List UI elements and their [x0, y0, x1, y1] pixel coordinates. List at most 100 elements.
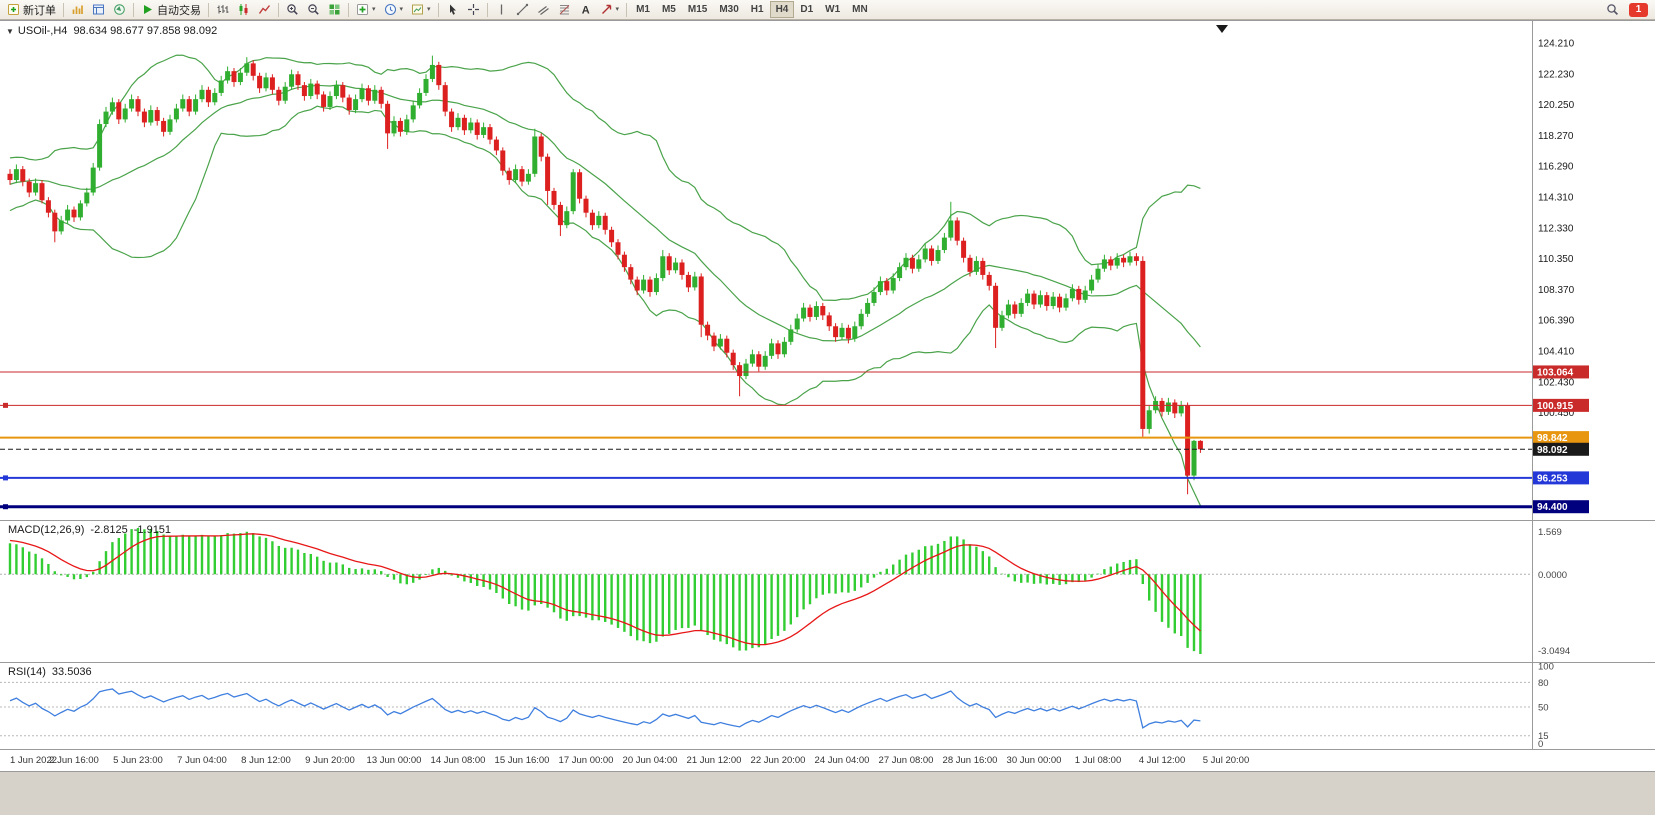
level-drag-handle[interactable] [3, 475, 8, 481]
level-drag-handle[interactable] [3, 402, 8, 408]
periods-clock-icon [384, 3, 396, 16]
fibonacci-button[interactable] [554, 1, 575, 19]
timeframe-button-m1[interactable]: M1 [630, 1, 656, 18]
price-level-tag[interactable] [1533, 500, 1589, 514]
navigator-icon [114, 4, 125, 15]
svg-text:100: 100 [1538, 662, 1554, 673]
toolbar: 新订单 自动交易 ▾ ▾ ▾ A ▾ M1 M5 [0, 0, 1655, 20]
svg-text:8 Jun 12:00: 8 Jun 12:00 [241, 755, 291, 766]
arrows-tool-button[interactable]: ▾ [596, 1, 624, 19]
svg-text:27 Jun 08:00: 27 Jun 08:00 [879, 755, 934, 766]
svg-text:30 Jun 00:00: 30 Jun 00:00 [1007, 755, 1062, 766]
svg-text:20 Jun 04:00: 20 Jun 04:00 [623, 755, 678, 766]
line-chart-button[interactable] [254, 1, 275, 19]
templates-button[interactable]: ▾ [407, 1, 435, 19]
svg-text:100.450: 100.450 [1538, 408, 1575, 419]
timeframe-button-m15[interactable]: M15 [682, 1, 713, 18]
chart-shift-marker-icon[interactable] [1216, 25, 1228, 33]
toolbar-separator [626, 2, 628, 17]
timeframe-button-h4[interactable]: H4 [769, 1, 795, 18]
chevron-down-icon: ▾ [615, 6, 620, 13]
price-level-tag[interactable] [1533, 471, 1589, 485]
price-level-tag[interactable] [1533, 442, 1589, 456]
price-level-tag-text: 100.915 [1537, 401, 1574, 412]
level-drag-handle[interactable] [3, 504, 8, 510]
chart-collapse-icon[interactable]: ▼ [6, 27, 14, 36]
svg-text:122.230: 122.230 [1538, 69, 1575, 80]
timeframe-button-w1[interactable]: W1 [819, 1, 846, 18]
svg-text:15 Jun 16:00: 15 Jun 16:00 [495, 755, 550, 766]
new-order-button[interactable]: 新订单 [3, 1, 60, 19]
vertical-line-button[interactable] [491, 1, 512, 19]
arrow-tool-icon [601, 4, 611, 14]
crosshair-button[interactable] [463, 1, 484, 19]
cursor-button[interactable] [442, 1, 463, 19]
zoom-out-button[interactable] [303, 1, 324, 19]
tile-windows-button[interactable] [324, 1, 345, 19]
text-tool-button[interactable]: A [575, 1, 596, 19]
svg-text:124.210: 124.210 [1538, 39, 1575, 50]
price-level-tag[interactable] [1533, 365, 1589, 379]
timeframe-button-h1[interactable]: H1 [745, 1, 770, 18]
text-tool-icon: A [581, 5, 589, 17]
svg-text:80: 80 [1538, 678, 1549, 689]
macd-name: MACD(12,26,9) [8, 524, 85, 536]
cursor-icon [449, 4, 456, 15]
channel-button[interactable] [533, 1, 554, 19]
svg-text:4 Jul 12:00: 4 Jul 12:00 [1139, 755, 1185, 766]
svg-text:5 Jun 23:00: 5 Jun 23:00 [113, 755, 163, 766]
svg-text:17 Jun 00:00: 17 Jun 00:00 [559, 755, 614, 766]
search-icon [1607, 4, 1619, 16]
svg-text:24 Jun 04:00: 24 Jun 04:00 [815, 755, 870, 766]
timeframe-button-mn[interactable]: MN [846, 1, 874, 18]
indicators-icon [357, 4, 368, 15]
price-axis[interactable]: 124.210 122.230 120.250 118.270 116.290 114.3… [1538, 39, 1575, 420]
notification-badge[interactable]: 1 [1629, 2, 1648, 17]
data-window-button[interactable] [88, 1, 109, 19]
indicators-button[interactable]: ▾ [352, 1, 380, 19]
zoom-in-button[interactable] [282, 1, 303, 19]
autotrading-button[interactable]: 自动交易 [137, 1, 205, 19]
navigator-button[interactable] [109, 1, 130, 19]
toolbar-right-group: 1 [1602, 1, 1652, 19]
svg-text:1 Jul 08:00: 1 Jul 08:00 [1075, 755, 1121, 766]
svg-text:1 Jun 2022: 1 Jun 2022 [10, 755, 57, 766]
svg-text:28 Jun 16:00: 28 Jun 16:00 [943, 755, 998, 766]
svg-text:110.350: 110.350 [1538, 254, 1574, 265]
templates-icon [412, 4, 424, 15]
toolbar-separator [486, 2, 488, 17]
svg-text:120.250: 120.250 [1538, 100, 1575, 111]
macd-signal-value: -1.9151 [133, 524, 172, 536]
price-level-tag-text: 103.064 [1537, 367, 1574, 378]
timeframe-button-m5[interactable]: M5 [656, 1, 682, 18]
toolbar-separator [437, 2, 439, 17]
search-button[interactable] [1602, 1, 1623, 19]
candlestick-chart-button[interactable] [233, 1, 254, 19]
timeframe-button-d1[interactable]: D1 [794, 1, 819, 18]
toolbar-separator [348, 2, 349, 17]
svg-text:112.330: 112.330 [1538, 223, 1574, 234]
periods-button[interactable]: ▾ [380, 1, 408, 19]
rsi-axis[interactable]: 100 80 50 150 [1538, 662, 1554, 751]
price-level-tag[interactable] [1533, 431, 1589, 445]
macd-label: MACD(12,26,9) -2.8125 -1.9151 [8, 524, 171, 536]
price-level-tag-text: 94.400 [1537, 502, 1568, 513]
trendline-button[interactable] [512, 1, 533, 19]
zoom-out-icon [308, 4, 319, 15]
fibonacci-icon [559, 5, 569, 15]
svg-text:5 Jul 20:00: 5 Jul 20:00 [1203, 755, 1249, 766]
svg-text:0: 0 [1538, 739, 1543, 750]
timeframe-button-m30[interactable]: M30 [713, 1, 744, 18]
svg-text:116.290: 116.290 [1538, 162, 1574, 173]
svg-text:102.430: 102.430 [1538, 377, 1575, 388]
bar-chart-button[interactable] [212, 1, 233, 19]
svg-text:9 Jun 20:00: 9 Jun 20:00 [305, 755, 355, 766]
svg-text:-3.0494: -3.0494 [1538, 646, 1570, 657]
price-level-tag[interactable] [1533, 398, 1589, 412]
market-watch-button[interactable] [67, 1, 88, 19]
candles-layer [7, 55, 1203, 495]
macd-axis[interactable]: 1.569 0.0000 -3.0494 [1538, 527, 1570, 657]
